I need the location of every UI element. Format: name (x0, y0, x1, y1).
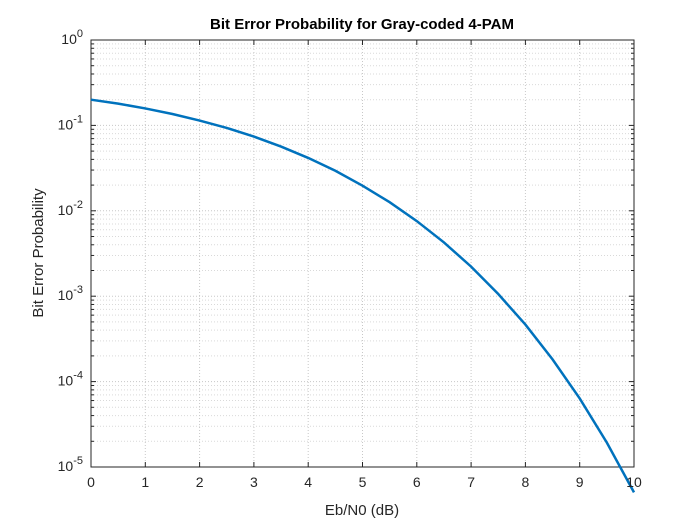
series-line (90, 98, 636, 493)
x-tick-label: 7 (467, 474, 475, 490)
x-tick-label: 0 (87, 474, 95, 490)
y-tick-labels: 10-5 10-4 10-3 10-2 10-1 100 (58, 28, 83, 474)
y-tick-label: 10-3 (58, 284, 83, 303)
x-tick-label: 2 (196, 474, 204, 490)
y-axis-label: Bit Error Probability (30, 188, 47, 318)
x-tick-label: 4 (304, 474, 312, 490)
x-tick-label: 6 (413, 474, 421, 490)
y-tick-label: 10-1 (58, 113, 83, 132)
y-tick-label: 100 (61, 28, 83, 47)
x-axis-label: Eb/N0 (dB) (325, 502, 399, 519)
y-tick-label: 10-4 (58, 370, 83, 389)
x-tick-label: 8 (522, 474, 530, 490)
minor-grid (91, 43, 634, 442)
x-tick-label: 10 (626, 474, 642, 490)
x-tick-label: 9 (576, 474, 584, 490)
y-tick-label: 10-5 (58, 455, 83, 474)
x-tick-label: 1 (141, 474, 149, 490)
x-tick-label: 3 (250, 474, 258, 490)
x-tick-label: 5 (359, 474, 367, 490)
chart-title: Bit Error Probability for Gray-coded 4-P… (210, 16, 514, 33)
x-tick-labels: 0 1 2 3 4 5 6 7 8 9 10 (87, 474, 642, 490)
y-tick-label: 10-2 (58, 199, 83, 218)
